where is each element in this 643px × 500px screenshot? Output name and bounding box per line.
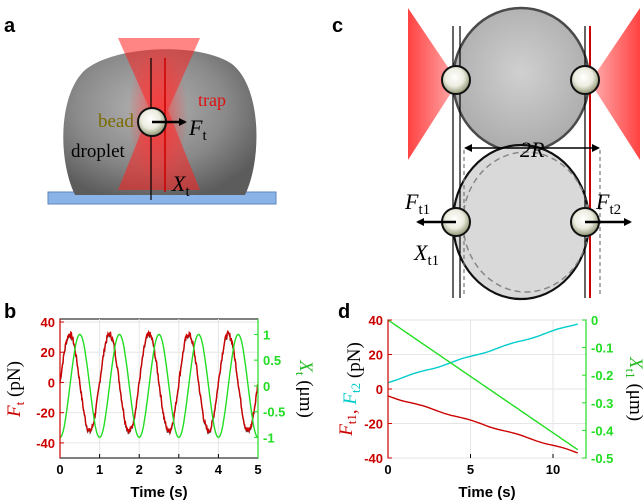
force2-label: Ft2 — [595, 189, 621, 218]
y-tick-label-left: -20 — [36, 406, 55, 421]
y-tick-label-left: -20 — [364, 417, 383, 432]
force-label: Ft — [188, 115, 207, 144]
panel-label-b: b — [4, 301, 16, 323]
y-tick-label-left: 20 — [41, 345, 55, 360]
y-tick-label-right: -0.3 — [591, 396, 613, 411]
y-tick-label-left: 20 — [369, 348, 383, 363]
radius-arrowhead-left — [464, 144, 472, 152]
ylabel-part-sub: t1 — [344, 414, 359, 424]
y-axis-label-right-b: Xt (μm) — [293, 359, 316, 418]
radius-arrowhead-right — [592, 144, 600, 152]
radius-label: 2R — [520, 137, 545, 162]
series-line — [387, 323, 578, 384]
x-tick-label: 3 — [175, 462, 182, 477]
x-axis-label-b: Time (s) — [130, 484, 187, 500]
panel-label-a: a — [4, 15, 16, 37]
bead-top-right — [570, 65, 600, 95]
ticks-b: 0 1 2 3 4 5 -40 -20 0 20 40 -1 -0.5 0 0.5 1 — [36, 315, 285, 477]
position-label-c: Xt1 — [413, 240, 439, 269]
ylabel-part: F — [340, 393, 361, 406]
series-line — [59, 329, 259, 435]
y-axis-label-right-d: Xt1 (μm) — [623, 356, 643, 421]
x-tick-label: 4 — [215, 462, 223, 477]
y-tick-label-left: 0 — [48, 375, 55, 390]
force1-label: Ft1 — [404, 189, 430, 218]
series-line — [387, 395, 579, 454]
x-axis-label-d: Time (s) — [458, 484, 515, 500]
panel-c: c 2R Ft1 Ft2 Xt1 — [332, 6, 640, 301]
y-axis-label-left-d: Ft1, Ft2 (pN) — [336, 342, 365, 437]
y-tick-label-right: 0 — [263, 379, 270, 394]
series-d — [387, 319, 579, 454]
y-tick-label-right: 1 — [263, 327, 270, 342]
x-tick-label: 0 — [384, 462, 391, 477]
y-tick-label-right: -0.4 — [591, 423, 614, 438]
panel-label-d: d — [338, 301, 350, 323]
y-tick-label-right: 0.5 — [263, 353, 281, 368]
y-tick-label-right: 0 — [591, 313, 598, 328]
series-line — [59, 333, 259, 439]
series-line — [387, 319, 579, 451]
x-tick-label: 1 — [96, 462, 103, 477]
droplet-bottom — [451, 143, 591, 301]
trap-left — [408, 8, 458, 160]
trap-right — [590, 8, 640, 160]
x-tick-label: 5 — [467, 462, 474, 477]
y-axis-label-left-b: Ft (pN) — [4, 361, 27, 418]
x-tick-label: 0 — [56, 462, 63, 477]
y-tick-label-right: -0.2 — [591, 368, 613, 383]
panel-a: a bead trap droplet Ft Xt — [4, 15, 277, 205]
x-tick-label: 2 — [136, 462, 143, 477]
position-label: Xt — [171, 171, 190, 200]
trap-label: trap — [198, 90, 226, 110]
ylabel-part-sub: t2 — [348, 383, 363, 393]
ylabel-part-text: , — [340, 405, 361, 415]
ylabel-part-text: (pN) — [344, 342, 365, 383]
grid-d — [387, 319, 586, 459]
panel-label-c: c — [332, 15, 343, 37]
chart-d: d 0 5 10 -40 -20 0 20 40 0 -0.1 -0.2 -0.3 -0.4 -0.5 T… — [336, 301, 643, 500]
y-tick-label-left: 0 — [376, 382, 383, 397]
y-tick-label-right: -0.5 — [263, 405, 285, 420]
droplet-label: droplet — [71, 141, 126, 162]
bead-label: bead — [98, 111, 134, 132]
x-tick-label: 10 — [546, 462, 560, 477]
y-tick-label-right: -1 — [263, 430, 275, 445]
y-tick-label-left: -40 — [364, 451, 383, 466]
droplet-top — [451, 6, 591, 154]
ticks-d: 0 5 10 -40 -20 0 20 40 0 -0.1 -0.2 -0.3 -0.4 -0.5 — [364, 313, 614, 477]
y-tick-label-left: 40 — [41, 315, 55, 330]
y-tick-label-right: -0.1 — [591, 341, 613, 356]
y-tick-label-left: 40 — [369, 313, 383, 328]
y-tick-label-left: -40 — [36, 436, 55, 451]
y-tick-label-right: -0.5 — [591, 451, 613, 466]
ylabel-part: F — [336, 424, 357, 437]
bead-top-left — [441, 65, 471, 95]
x-tick-label: 5 — [254, 462, 261, 477]
series-b — [59, 329, 259, 439]
